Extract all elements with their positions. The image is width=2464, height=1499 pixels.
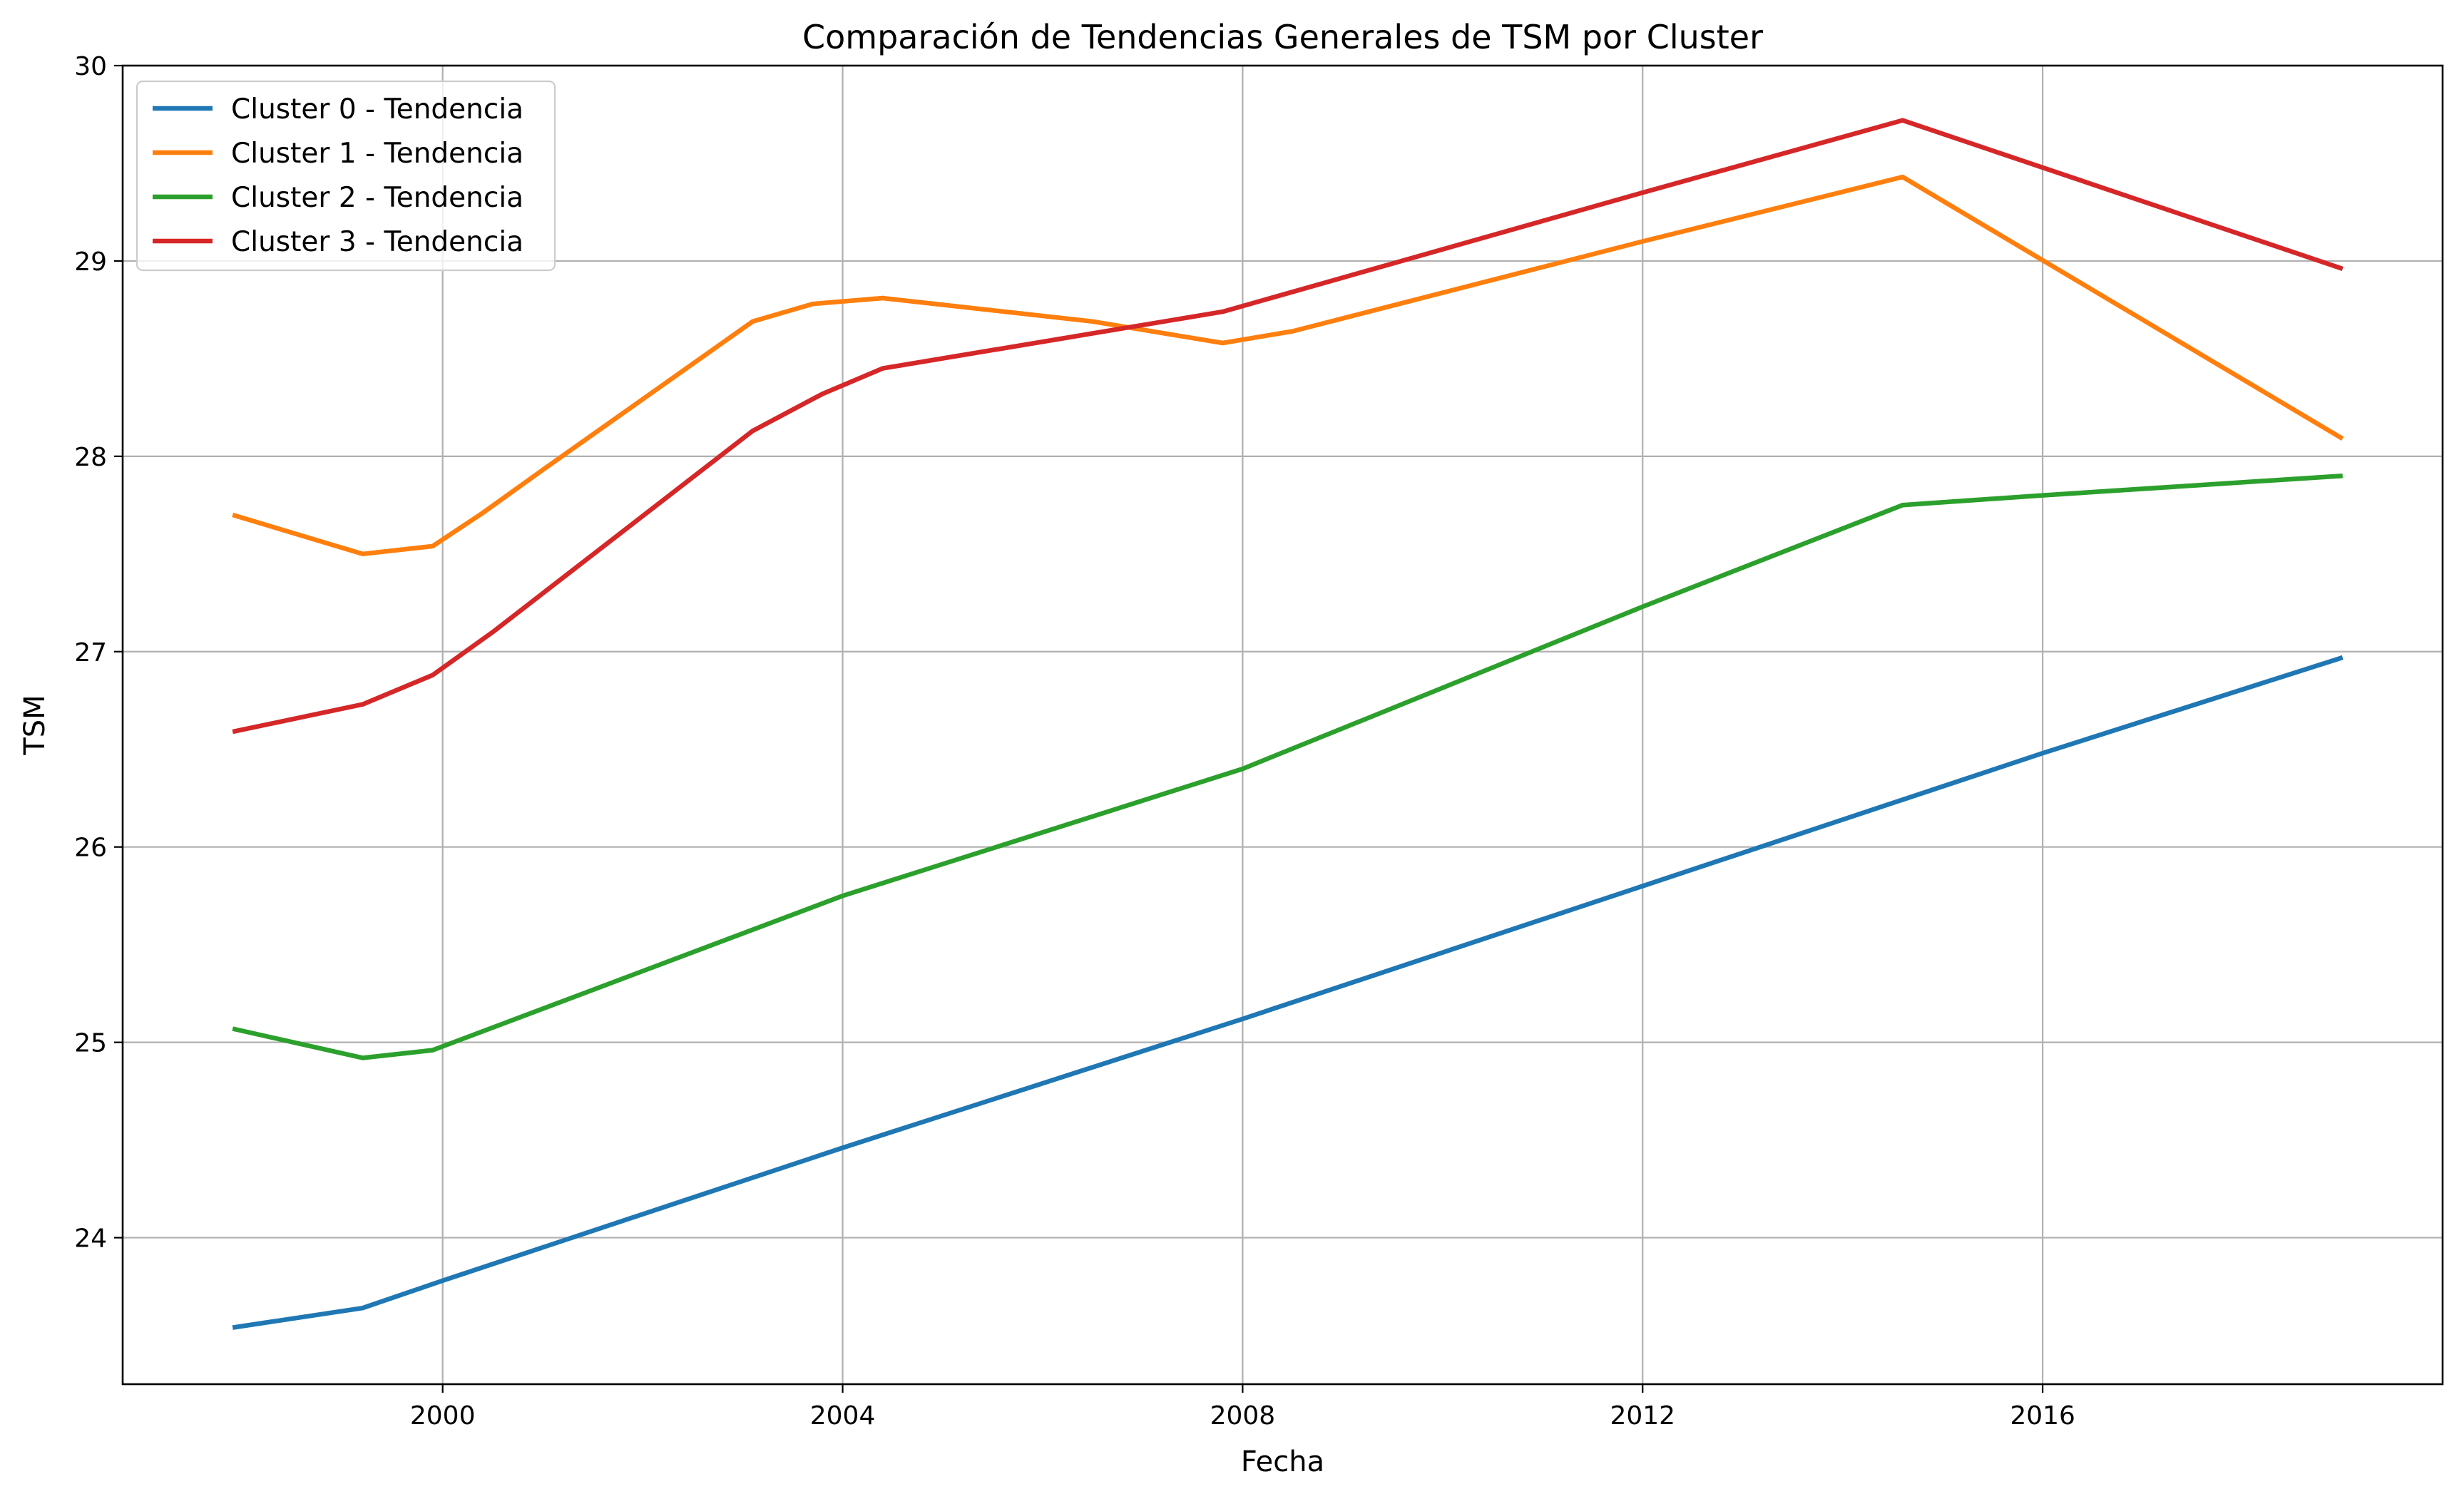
chart-title: Comparación de Tendencias Generales de T… bbox=[802, 18, 1763, 56]
y-tick-label: 25 bbox=[74, 1029, 107, 1058]
y-tick-label: 26 bbox=[74, 834, 107, 863]
y-tick-label: 29 bbox=[74, 247, 107, 277]
series-line-cluster-0 bbox=[232, 655, 2343, 1330]
y-axis-label: TSM bbox=[19, 695, 51, 755]
legend-box bbox=[136, 80, 556, 272]
legend-label-cluster-0: Cluster 0 - Tendencia bbox=[231, 93, 523, 126]
series-line-cluster-2 bbox=[232, 473, 2343, 1060]
y-axis-ticks: 24 25 26 27 28 29 30 bbox=[74, 52, 123, 1254]
series-line-cluster-1 bbox=[232, 174, 2344, 557]
y-tick-label: 27 bbox=[74, 638, 107, 667]
x-axis-label: Fecha bbox=[1241, 1446, 1324, 1478]
legend: Cluster 0 - Tendencia Cluster 1 - Tendenc… bbox=[136, 80, 556, 272]
series-line-cluster-3 bbox=[232, 118, 2343, 735]
y-tick-label: 24 bbox=[74, 1224, 107, 1254]
series-lines bbox=[232, 118, 2344, 1330]
x-tick-label: 2008 bbox=[1210, 1401, 1276, 1431]
legend-label-cluster-3: Cluster 3 - Tendencia bbox=[231, 226, 523, 258]
y-tick-label: 28 bbox=[74, 443, 107, 472]
x-tick-label: 2004 bbox=[810, 1401, 876, 1431]
legend-label-cluster-2: Cluster 2 - Tendencia bbox=[231, 182, 523, 214]
plot-frame bbox=[121, 64, 2444, 1386]
y-tick-label: 30 bbox=[74, 52, 107, 81]
x-tick-label: 2012 bbox=[1610, 1401, 1675, 1431]
x-axis-ticks: 2000 2004 2008 2012 2016 bbox=[410, 1384, 2075, 1431]
x-tick-label: 2000 bbox=[410, 1401, 476, 1431]
legend-label-cluster-1: Cluster 1 - Tendencia bbox=[231, 138, 523, 170]
x-tick-label: 2016 bbox=[2010, 1401, 2075, 1431]
grid-lines bbox=[123, 64, 2443, 1384]
